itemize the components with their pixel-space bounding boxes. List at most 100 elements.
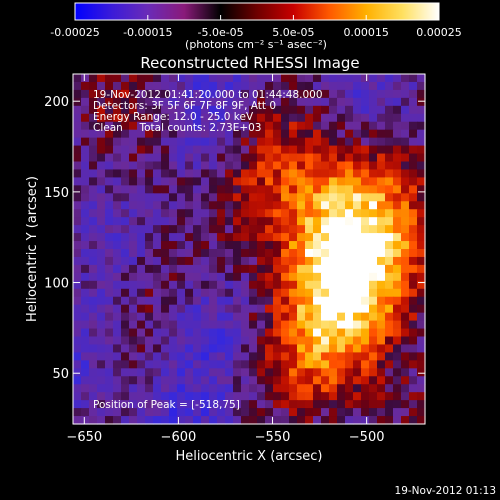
heatmap-cell <box>417 408 426 417</box>
heatmap-cell <box>377 161 386 171</box>
heatmap-cell <box>185 74 194 83</box>
heatmap-cell <box>417 328 426 338</box>
heatmap-cell <box>97 368 106 377</box>
heatmap-cell <box>209 368 218 377</box>
heatmap-cell <box>353 256 362 266</box>
heatmap-cell <box>249 344 258 353</box>
heatmap-cell <box>329 121 338 131</box>
heatmap-cell <box>265 193 274 202</box>
heatmap-cell <box>249 288 258 298</box>
heatmap-cell <box>321 360 330 369</box>
heatmap-cell <box>137 256 146 266</box>
heatmap-cell <box>177 241 186 250</box>
heatmap-cell <box>137 105 146 115</box>
heatmap-cell <box>369 320 378 330</box>
heatmap-cell <box>353 193 362 202</box>
heatmap-cell <box>121 392 130 401</box>
heatmap-cell <box>249 121 258 131</box>
heatmap-cell <box>337 408 346 417</box>
heatmap-cell <box>281 137 290 147</box>
heatmap-cell <box>137 368 146 377</box>
heatmap-cell <box>185 280 194 290</box>
heatmap-cell <box>353 153 362 163</box>
heatmap-cell <box>289 344 298 353</box>
heatmap-cell <box>73 264 82 274</box>
heatmap-cell <box>145 129 154 139</box>
heatmap-cell <box>193 193 202 202</box>
heatmap-cell <box>201 193 210 202</box>
heatmap-cell <box>377 177 386 186</box>
heatmap-cell <box>329 272 338 282</box>
heatmap-cell <box>177 264 186 274</box>
heatmap-cell <box>409 145 418 155</box>
heatmap-cell <box>121 153 130 163</box>
heatmap-cell <box>153 201 162 210</box>
heatmap-cell <box>281 288 290 298</box>
heatmap-cell <box>377 153 386 163</box>
heatmap-cell <box>209 320 218 330</box>
heatmap-cell <box>281 280 290 290</box>
heatmap-cell <box>305 296 314 306</box>
heatmap-cell <box>249 193 258 202</box>
heatmap-cell <box>337 296 346 306</box>
heatmap-cell <box>337 336 346 346</box>
heatmap-cell <box>329 169 338 178</box>
heatmap-cell <box>241 328 250 338</box>
heatmap-cell <box>201 392 210 401</box>
heatmap-cell <box>121 81 130 91</box>
heatmap-cell <box>97 256 106 266</box>
heatmap-cell <box>225 408 234 417</box>
heatmap-cell <box>161 416 170 425</box>
heatmap-cell <box>289 264 298 274</box>
colorbar-tick-label: 0.00015 <box>343 26 389 39</box>
heatmap-cell <box>249 392 258 401</box>
heatmap-cell <box>89 352 98 361</box>
heatmap-cell <box>177 320 186 330</box>
heatmap-cell <box>113 264 122 274</box>
heatmap-cell <box>169 336 178 346</box>
heatmap-cell <box>289 288 298 298</box>
heatmap-cell <box>273 368 282 377</box>
heatmap-cell <box>329 201 338 210</box>
heatmap-cell <box>369 288 378 298</box>
heatmap-cell <box>185 408 194 417</box>
heatmap-cell <box>201 129 210 139</box>
heatmap-cell <box>297 105 306 115</box>
heatmap-cell <box>273 288 282 298</box>
heatmap-cell <box>265 280 274 290</box>
heatmap-cell <box>385 74 394 83</box>
heatmap-cell <box>161 161 170 171</box>
heatmap-cell <box>233 384 242 393</box>
heatmap-cell <box>81 209 90 218</box>
heatmap-cell <box>193 129 202 139</box>
heatmap-cell <box>337 264 346 274</box>
heatmap-cell <box>121 264 130 274</box>
heatmap-cell <box>313 209 322 218</box>
heatmap-cell <box>89 113 98 123</box>
heatmap-cell <box>249 113 258 123</box>
heatmap-cell <box>185 304 194 314</box>
heatmap-cell <box>217 272 226 282</box>
heatmap-cell <box>161 177 170 186</box>
heatmap-cell <box>217 169 226 178</box>
heatmap-cell <box>409 392 418 401</box>
heatmap-cell <box>273 264 282 274</box>
heatmap-cell <box>145 360 154 369</box>
heatmap-cell <box>121 145 130 155</box>
heatmap-cell <box>129 185 138 194</box>
heatmap-cell <box>177 360 186 369</box>
heatmap-cell <box>409 328 418 338</box>
heatmap-cell <box>329 416 338 425</box>
heatmap-cell <box>297 97 306 107</box>
heatmap-cell <box>137 416 146 425</box>
heatmap-cell <box>353 145 362 155</box>
heatmap-cell <box>137 201 146 210</box>
heatmap-cell <box>409 264 418 274</box>
heatmap-cell <box>321 193 330 202</box>
heatmap-cell <box>305 153 314 163</box>
heatmap-cell <box>137 360 146 369</box>
heatmap-cell <box>401 344 410 353</box>
heatmap-cell <box>289 193 298 202</box>
heatmap-cell <box>265 296 274 306</box>
heatmap-cell <box>361 113 370 123</box>
